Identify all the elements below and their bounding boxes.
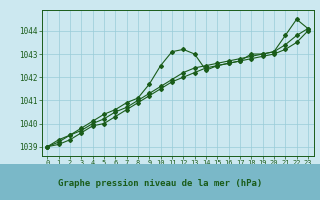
Text: Graphe pression niveau de la mer (hPa): Graphe pression niveau de la mer (hPa) — [58, 179, 262, 188]
